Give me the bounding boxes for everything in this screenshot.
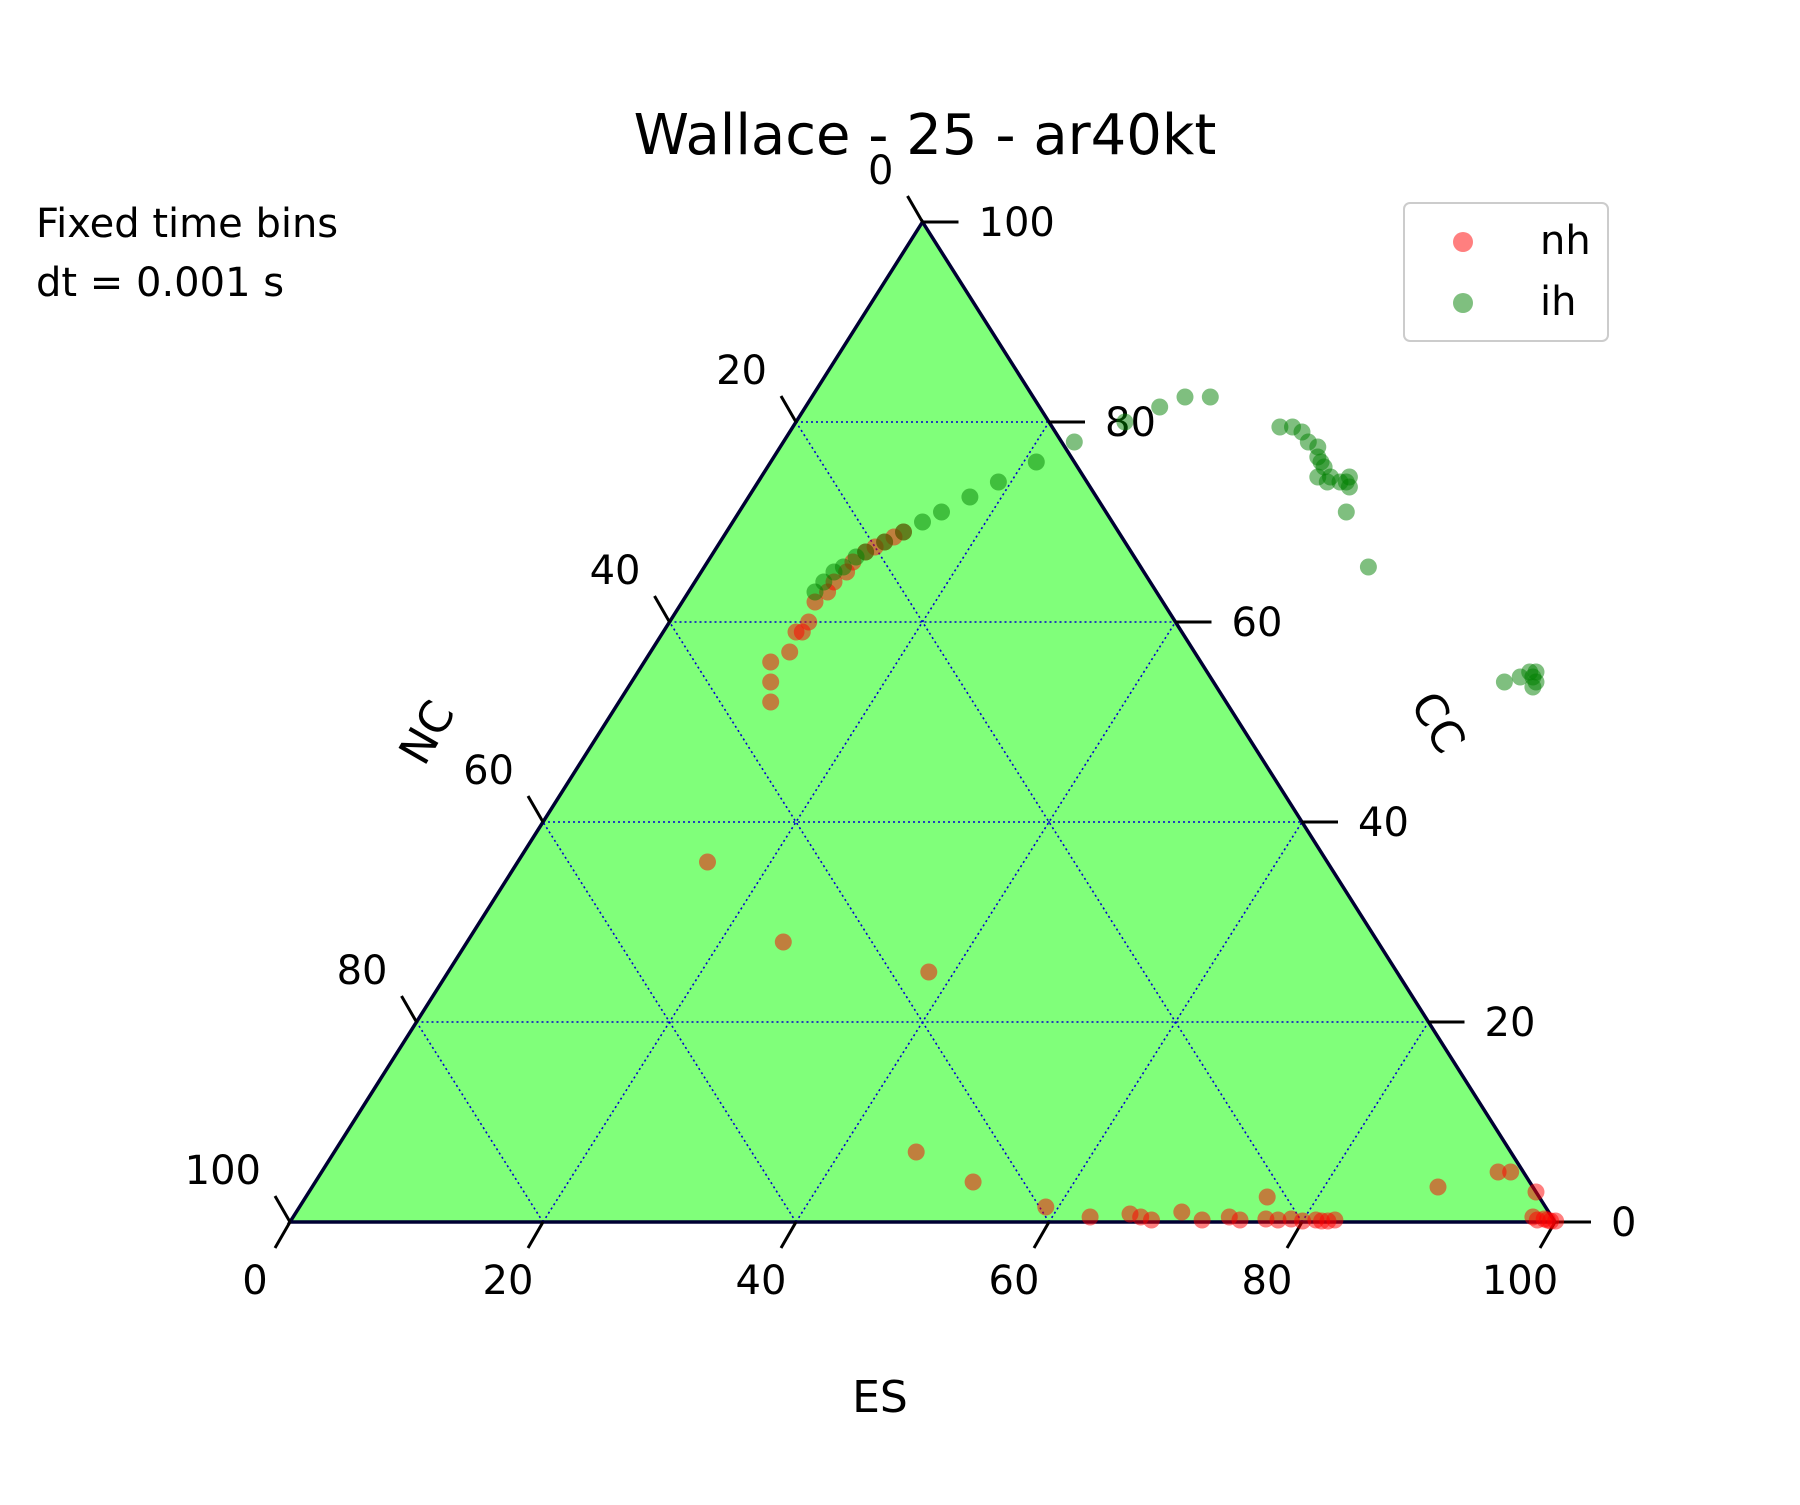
point-ih-15 bbox=[1151, 398, 1169, 416]
grid-line-nc-60 bbox=[542, 821, 797, 1223]
left-tick-label-40: 40 bbox=[590, 548, 641, 594]
right-tick-label-40: 40 bbox=[1358, 800, 1409, 846]
point-nh-41 bbox=[1489, 1163, 1507, 1181]
point-nh-17 bbox=[699, 853, 716, 871]
point-nh-20 bbox=[907, 1143, 925, 1161]
left-tick-40 bbox=[653, 595, 671, 623]
point-ih-14 bbox=[1116, 413, 1134, 431]
point-nh-33 bbox=[1269, 1211, 1287, 1229]
left-tick-20 bbox=[779, 395, 798, 423]
grid-line-es-60 bbox=[1048, 821, 1303, 1223]
bottom-tick-label-80: 80 bbox=[1242, 1258, 1293, 1304]
left-tick-80 bbox=[400, 995, 418, 1023]
point-nh-30 bbox=[1231, 1211, 1249, 1229]
point-ih-7 bbox=[895, 523, 912, 541]
point-ih-13 bbox=[1065, 433, 1083, 451]
grid-line-es-40 bbox=[795, 621, 1177, 1223]
bottom-axis-title: ES bbox=[852, 1372, 908, 1423]
left-tick-label-60: 60 bbox=[463, 748, 514, 794]
point-ih-18 bbox=[1271, 418, 1289, 436]
point-nh-35 bbox=[1294, 1212, 1312, 1230]
legend-marker-ih bbox=[1453, 293, 1473, 313]
point-ih-28 bbox=[1318, 473, 1336, 491]
point-nh-18 bbox=[774, 933, 792, 951]
point-ih-3 bbox=[834, 558, 852, 576]
right-tick-label-20: 20 bbox=[1485, 1000, 1536, 1046]
bottom-tick-label-0: 0 bbox=[242, 1258, 267, 1304]
left-tick-label-80: 80 bbox=[337, 948, 388, 994]
point-ih-34 bbox=[1359, 558, 1377, 576]
grid-line-nc-40 bbox=[668, 621, 1050, 1223]
left-tick-label-100: 100 bbox=[185, 1148, 261, 1194]
point-ih-17 bbox=[1201, 388, 1219, 406]
point-ih-10 bbox=[961, 488, 979, 506]
legend-marker-nh bbox=[1453, 232, 1473, 252]
bottom-tick-label-40: 40 bbox=[736, 1258, 787, 1304]
point-nh-16 bbox=[762, 693, 780, 711]
point-ih-8 bbox=[914, 513, 931, 531]
point-ih-16 bbox=[1176, 388, 1194, 406]
point-nh-15 bbox=[762, 673, 780, 691]
chart-title: Wallace - 25 - ar40kt bbox=[634, 103, 1217, 168]
point-nh-19 bbox=[920, 963, 938, 981]
legend-label-nh: nh bbox=[1540, 218, 1591, 264]
point-nh-12 bbox=[793, 623, 811, 641]
ternary-border bbox=[286, 218, 1559, 1224]
point-ih-6 bbox=[876, 533, 894, 551]
bottom-tick-label-100: 100 bbox=[1482, 1258, 1558, 1304]
annotation-line-2: dt = 0.001 s bbox=[36, 260, 284, 306]
point-ih-11 bbox=[989, 473, 1007, 491]
point-nh-31 bbox=[1258, 1188, 1276, 1206]
point-nh-40 bbox=[1429, 1178, 1447, 1196]
left-tick-60 bbox=[526, 795, 545, 823]
left-tick-100 bbox=[273, 1195, 292, 1223]
point-nh-43 bbox=[1527, 1183, 1545, 1201]
point-nh-13 bbox=[781, 643, 799, 661]
right-tick-label-100: 100 bbox=[979, 200, 1055, 246]
legend-label-ih: ih bbox=[1540, 279, 1576, 325]
right-tick-label-0: 0 bbox=[1611, 1200, 1636, 1246]
data-points bbox=[699, 388, 1565, 1230]
point-nh-21 bbox=[964, 1173, 982, 1191]
point-nh-49 bbox=[1547, 1212, 1565, 1230]
left-tick-label-0: 0 bbox=[868, 148, 893, 194]
point-ih-12 bbox=[1027, 453, 1045, 471]
series-ih bbox=[806, 388, 1545, 696]
point-ih-32 bbox=[1340, 478, 1358, 496]
point-ih-40 bbox=[1524, 678, 1542, 696]
ternary-background bbox=[290, 222, 1555, 1222]
point-ih-35 bbox=[1495, 673, 1513, 691]
bottom-tick-20 bbox=[526, 1221, 545, 1249]
bottom-tick-40 bbox=[779, 1221, 798, 1249]
axis-ticks: 001002020804040606060408080201001000 bbox=[185, 148, 1637, 1304]
left-tick-label-20: 20 bbox=[716, 348, 767, 394]
point-nh-39 bbox=[1326, 1211, 1344, 1229]
point-ih-41 bbox=[1527, 663, 1545, 681]
legend: nh ih bbox=[1403, 202, 1609, 342]
point-ih-9 bbox=[933, 503, 950, 521]
bottom-tick-60 bbox=[1032, 1221, 1051, 1249]
point-nh-26 bbox=[1143, 1211, 1160, 1229]
point-nh-23 bbox=[1081, 1208, 1099, 1226]
point-nh-28 bbox=[1193, 1211, 1211, 1229]
bottom-tick-label-20: 20 bbox=[483, 1258, 534, 1304]
grid-lines bbox=[415, 421, 1430, 1223]
point-nh-22 bbox=[1037, 1198, 1055, 1216]
point-nh-14 bbox=[762, 653, 780, 671]
bottom-tick-0 bbox=[273, 1221, 292, 1249]
right-tick-label-60: 60 bbox=[1232, 600, 1283, 646]
annotation-line-1: Fixed time bins bbox=[36, 201, 338, 247]
point-nh-42 bbox=[1502, 1163, 1520, 1181]
left-tick-0 bbox=[906, 195, 924, 223]
point-ih-33 bbox=[1337, 503, 1355, 521]
point-nh-27 bbox=[1173, 1203, 1191, 1221]
point-ih-5 bbox=[857, 543, 875, 561]
bottom-tick-label-60: 60 bbox=[989, 1258, 1040, 1304]
